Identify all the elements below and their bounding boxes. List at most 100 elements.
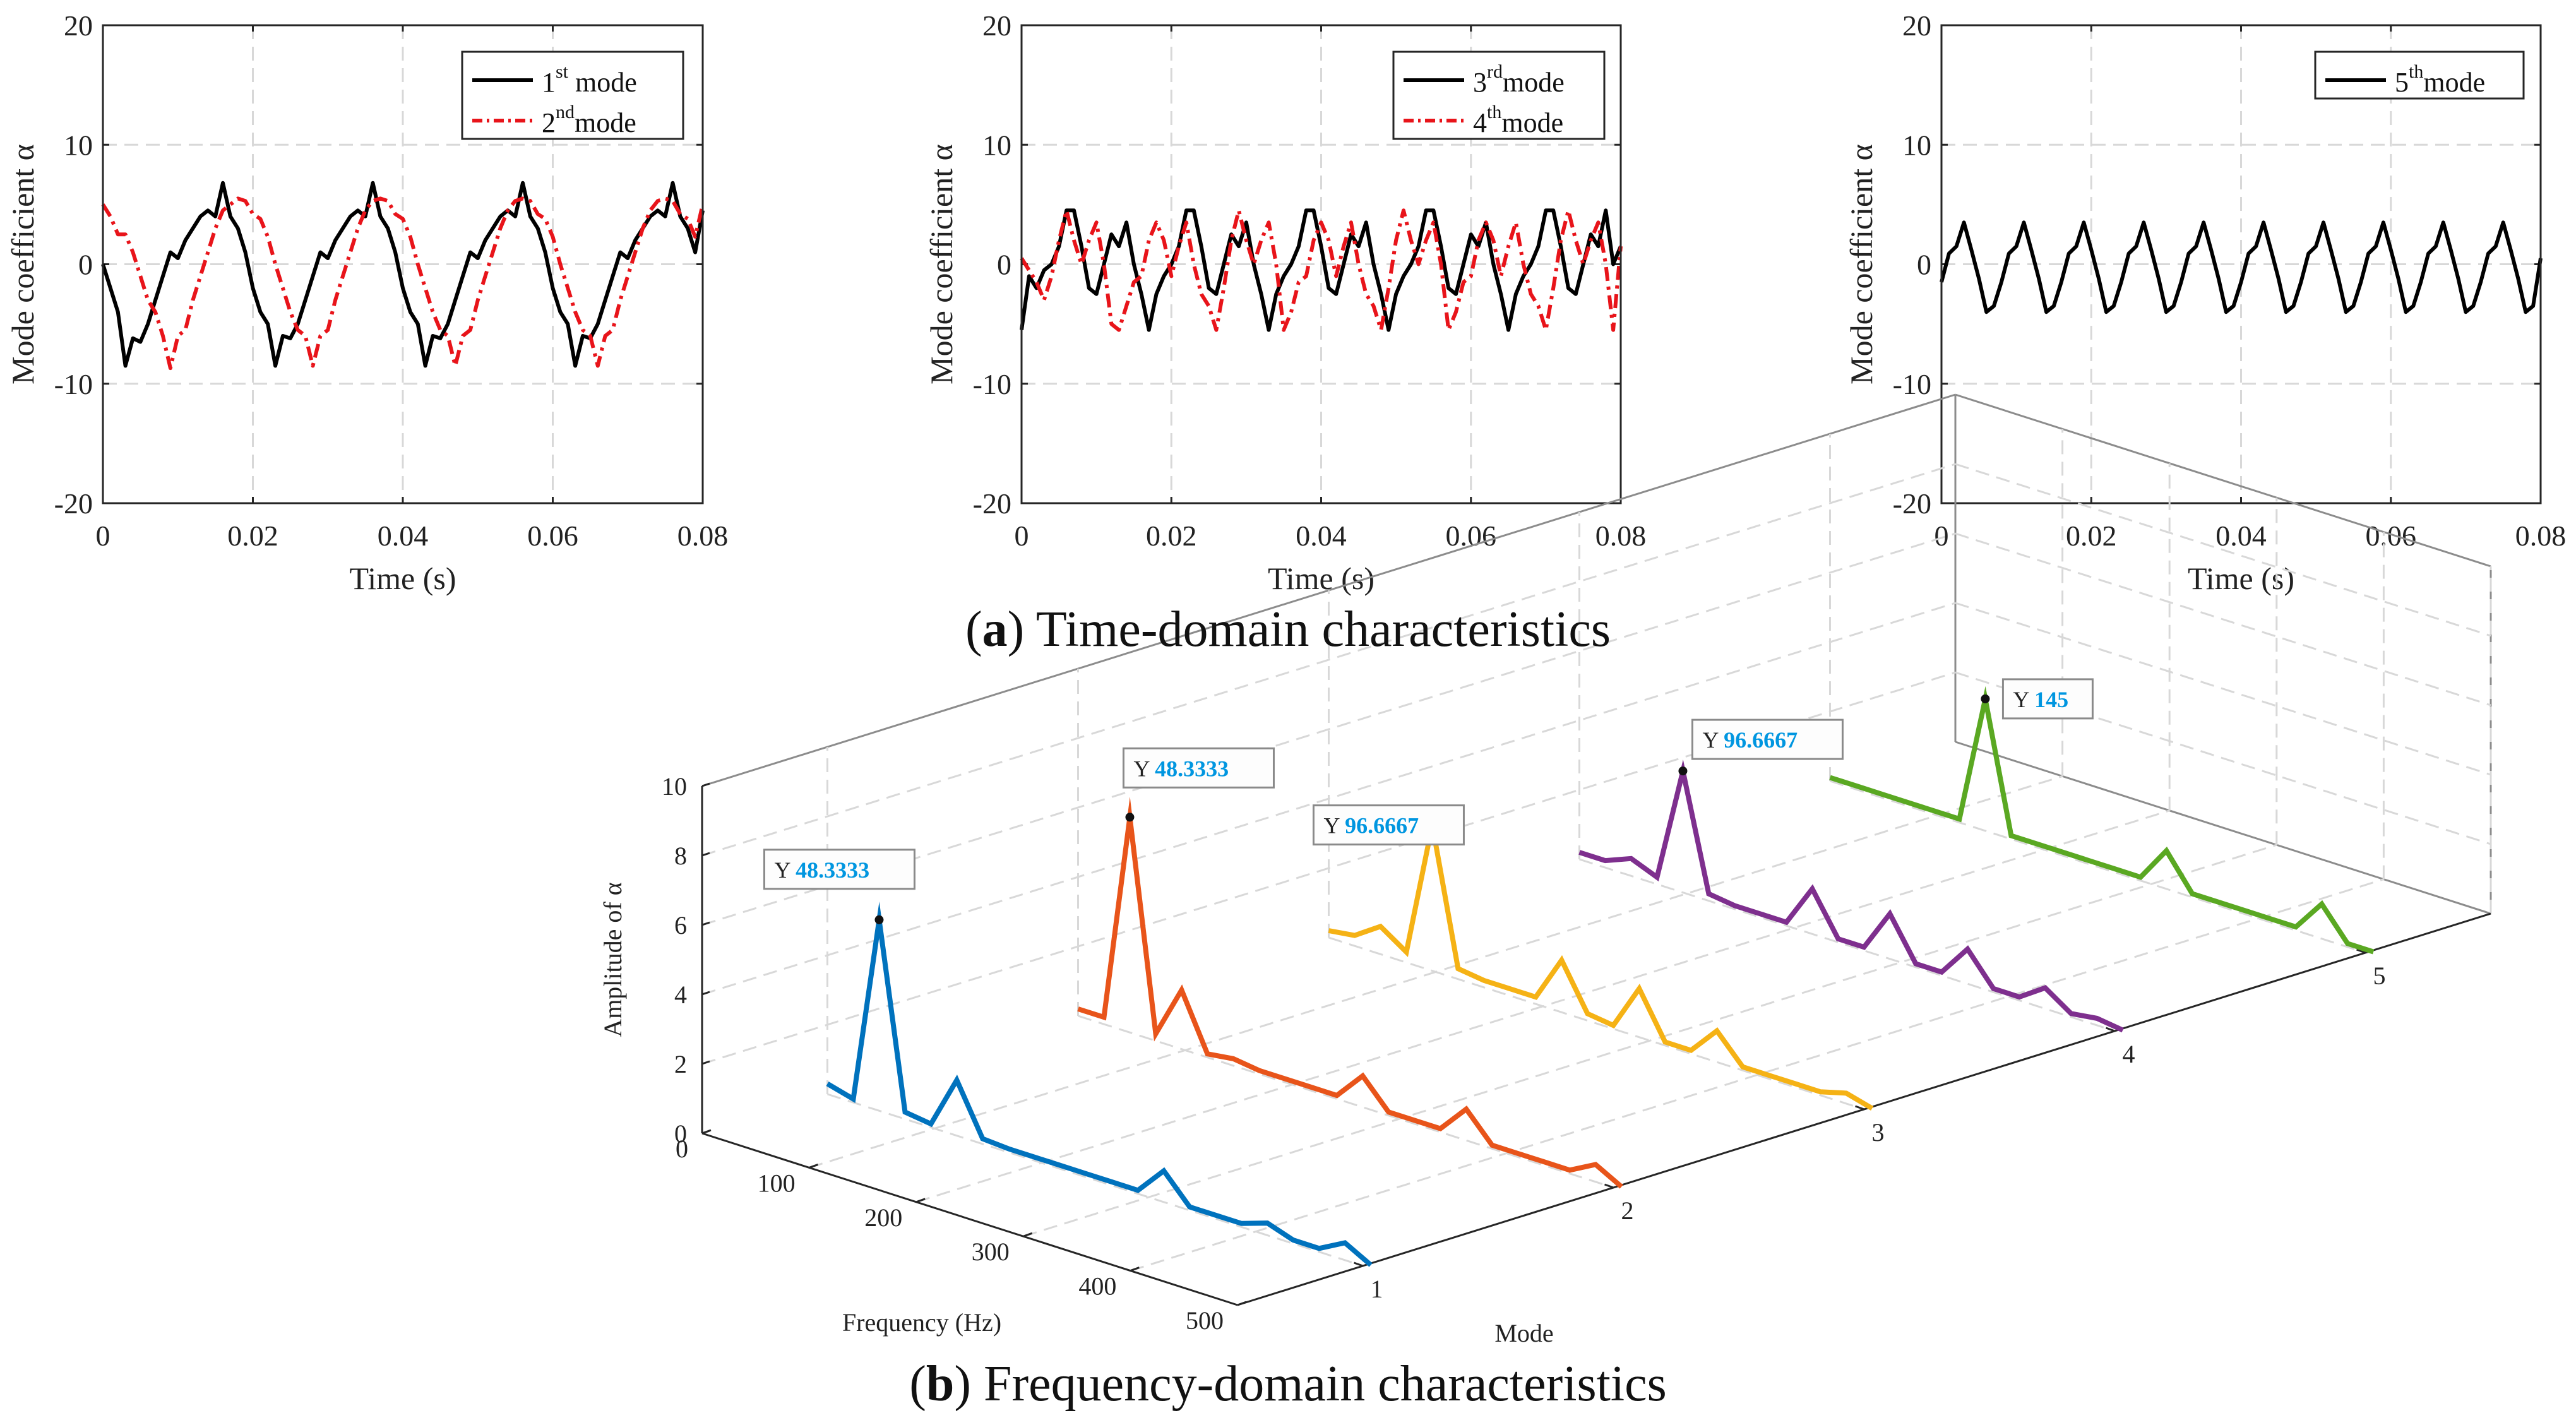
- y-tick-label: -10: [973, 368, 1011, 400]
- legend-label-superscript: rd: [1487, 61, 1503, 82]
- datatip-value: 48.3333: [796, 857, 869, 883]
- caption-b-close-paren: ): [954, 1356, 984, 1412]
- datatip-label: Y 145: [2013, 687, 2068, 712]
- y-tick-label: -10: [1893, 368, 1931, 400]
- y-tick-label: 0: [997, 249, 1011, 281]
- y-tick-label: 0: [1917, 249, 1931, 281]
- z-gridline-side: [1955, 602, 2491, 776]
- amplitude-tick: [701, 782, 710, 787]
- legend-label-2: 2ndmode: [542, 102, 636, 138]
- frequency-tick-label: 400: [1078, 1272, 1116, 1301]
- caption-b: (b) Frequency-domain characteristics: [909, 1356, 1667, 1412]
- datatip-mode-3: Y 96.6667: [1312, 804, 1465, 846]
- frequency-tick: [701, 1129, 712, 1135]
- caption-a-open-paren: (: [965, 602, 982, 657]
- frequency-tick: [1130, 1267, 1140, 1272]
- datatip-axis-letter: Y: [774, 857, 796, 883]
- mode-tick: [2356, 948, 2366, 954]
- mode-gridline-floor: [1078, 1015, 1614, 1189]
- amplitude-tick-label: 8: [674, 842, 687, 870]
- legend: 1st mode 2ndmode: [461, 51, 684, 140]
- z-gridline-back: [701, 463, 1956, 857]
- legend-label-number: 5: [2395, 67, 2409, 98]
- legend-box: [1392, 51, 1606, 140]
- mode-gridline-floor: [1579, 858, 2115, 1032]
- freq-gridline-floor: [915, 809, 2170, 1203]
- caption-a: (a) Time-domain characteristics: [965, 602, 1611, 657]
- datatip-axis-letter: Y: [2013, 687, 2034, 712]
- floor-edge: [1955, 741, 2491, 915]
- caption-b-letter: b: [926, 1356, 955, 1412]
- legend-box: [461, 51, 684, 140]
- back-wall-edge: [1955, 393, 2491, 568]
- datatip-label: Y 96.6667: [1323, 813, 1419, 838]
- frequency-tick-label: 500: [1186, 1306, 1224, 1335]
- spectrum-line-mode-1: [826, 901, 1373, 1267]
- datatip-box: [1122, 747, 1275, 789]
- frequency-tick: [1023, 1232, 1033, 1237]
- datatip-axis-letter: Y: [1702, 727, 1724, 753]
- frequency-tick-label: 200: [864, 1203, 902, 1232]
- legend: 5thmode: [2314, 51, 2525, 100]
- datatip-value: 48.3333: [1155, 756, 1229, 781]
- datatip-label: Y 96.6667: [1702, 727, 1798, 753]
- datatip-axis-letter: Y: [1323, 813, 1345, 838]
- datatip-value: 145: [2034, 687, 2068, 712]
- spectrum-line-mode-3: [1328, 811, 1874, 1111]
- datatip-mode-5: Y 145: [1981, 678, 2094, 720]
- y-tick-label: -20: [54, 487, 93, 520]
- datatip-label: Y 48.3333: [774, 857, 869, 883]
- legend-label-4: 4thmode: [1473, 102, 1563, 138]
- time-chart-1: 0 0.02 0.04 0.06 0.08 -20 -10 0 10 20 Time (s) Mode…: [5, 9, 728, 596]
- x-axis-label: Time (s): [1268, 561, 1374, 596]
- y-tick-label: 20: [1902, 9, 1931, 42]
- mode-tick-label: 1: [1371, 1275, 1383, 1303]
- legend-label-suffix: mode: [1503, 67, 1565, 98]
- datatip-marker: [874, 915, 884, 924]
- amplitude-axis-label: Amplitude of α: [599, 882, 627, 1037]
- legend-label-suffix: mode: [575, 107, 636, 138]
- mode-gridline-floor: [1830, 780, 2366, 954]
- plot-frame: [102, 24, 704, 504]
- z-gridline-side: [1955, 463, 2491, 637]
- datatip-marker: [1678, 766, 1688, 776]
- mode-tick: [1604, 1183, 1614, 1189]
- x-tick-label: 0.06: [2366, 520, 2417, 552]
- spectrum-line-mode-2: [1077, 796, 1623, 1189]
- legend-label-1: 1st mode: [542, 61, 637, 98]
- legend-label-number: 4: [1473, 107, 1487, 138]
- datatip-mode-2: Y 48.3333: [1122, 747, 1275, 822]
- caption-a-text: Time-domain characteristics: [1036, 602, 1611, 657]
- x-tick-label: 0.02: [227, 520, 278, 552]
- mode-tick: [2105, 1027, 2116, 1032]
- y-tick-label: 0: [78, 249, 93, 281]
- series-line-mode-3: [1020, 208, 1623, 332]
- y-tick-label: 10: [1902, 129, 1931, 161]
- frequency-tick: [809, 1163, 819, 1169]
- mode-tick-label: 5: [2373, 962, 2386, 990]
- mode-tick: [1854, 1105, 1865, 1111]
- datatip-marker: [1125, 813, 1135, 822]
- mode-tick-label: 3: [1872, 1118, 1885, 1147]
- x-tick-label: 0.02: [2066, 520, 2117, 552]
- caption-b-text: Frequency-domain characteristics: [984, 1356, 1667, 1412]
- amplitude-tick-label: 10: [662, 772, 687, 801]
- legend-label-suffix: mode: [568, 67, 637, 98]
- datatip-mode-1: Y 48.3333: [763, 849, 915, 924]
- frequency-axis-label: Frequency (Hz): [842, 1308, 1001, 1337]
- legend-label-superscript: st: [556, 61, 569, 82]
- x-tick-label: 0: [1015, 520, 1029, 552]
- x-tick-label: 0.04: [1296, 520, 1347, 552]
- datatip-box: [1691, 718, 1844, 760]
- datatip-value: 96.6667: [1345, 813, 1419, 838]
- legend-label-superscript: th: [2409, 61, 2423, 82]
- legend-label-3: 3rdmode: [1473, 61, 1565, 98]
- legend-label-5: 5thmode: [2395, 61, 2485, 98]
- y-tick-label: -10: [54, 368, 93, 400]
- series-line-mode-5: [1940, 220, 2543, 314]
- caption-a-letter: a: [982, 602, 1008, 657]
- datatip-box: [2001, 678, 2094, 720]
- legend-label-superscript: th: [1487, 102, 1501, 122]
- amplitude-tick-label: 2: [674, 1050, 687, 1078]
- x-tick-label: 0.04: [2215, 520, 2267, 552]
